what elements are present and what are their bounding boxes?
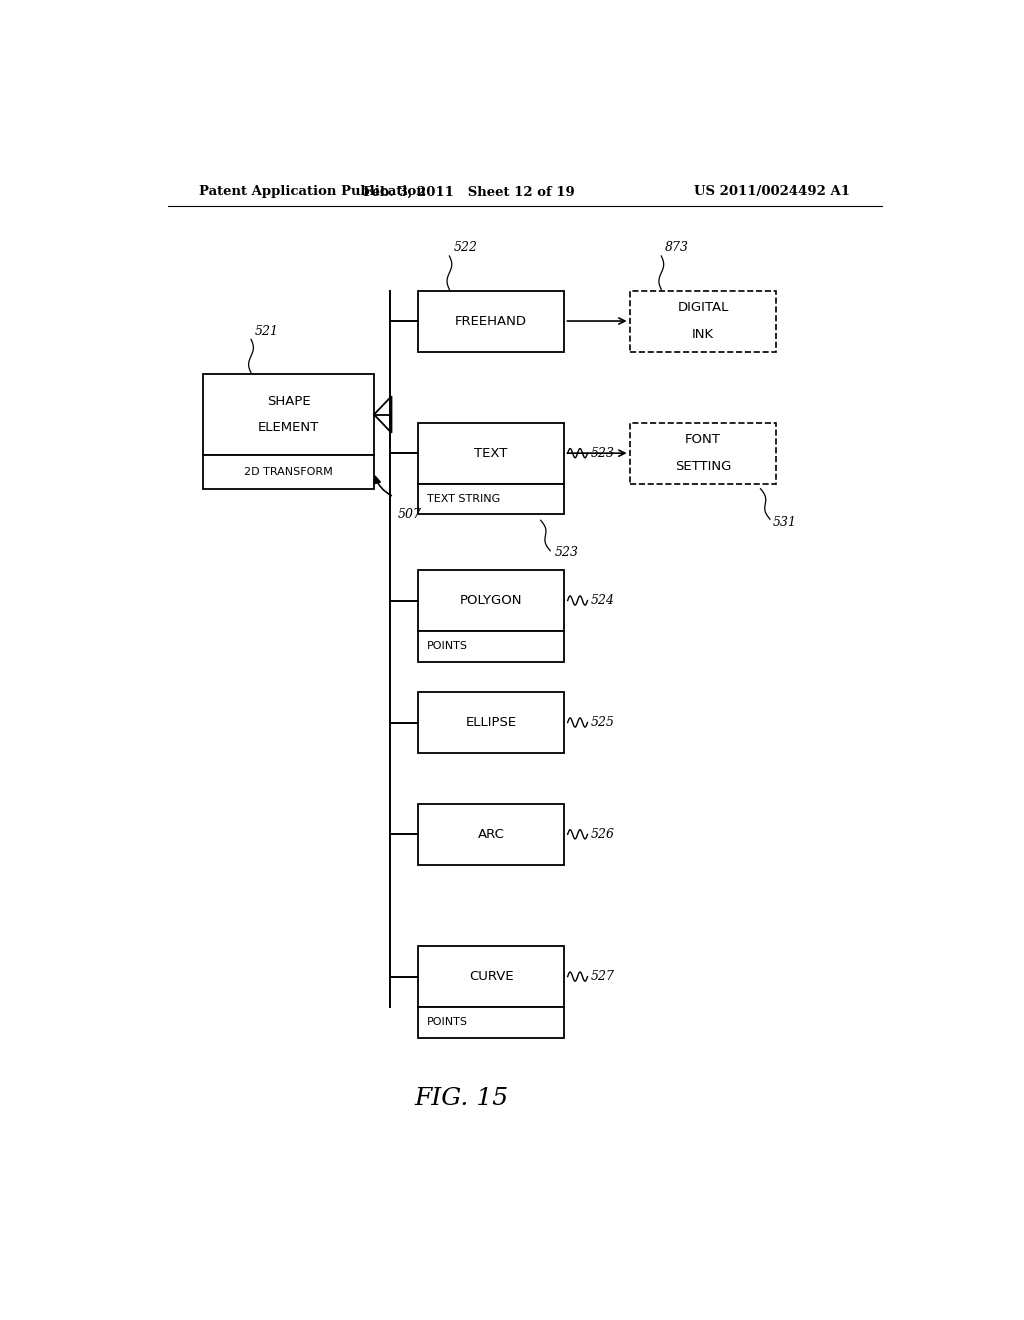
Text: Feb. 3, 2011   Sheet 12 of 19: Feb. 3, 2011 Sheet 12 of 19 [364, 185, 575, 198]
Bar [418, 422, 564, 483]
Text: CURVE: CURVE [469, 970, 513, 983]
Text: SHAPE: SHAPE [267, 395, 310, 408]
Text: 521: 521 [255, 325, 279, 338]
Text: FIG. 15: FIG. 15 [415, 1088, 508, 1110]
Text: Patent Application Publication: Patent Application Publication [200, 185, 426, 198]
Text: FONT: FONT [685, 433, 721, 446]
Bar [418, 570, 564, 631]
Text: DIGITAL: DIGITAL [677, 301, 729, 314]
Text: SETTING: SETTING [675, 459, 731, 473]
Bar [630, 290, 776, 351]
Text: 523: 523 [591, 446, 614, 459]
Bar [418, 804, 564, 865]
Bar [418, 483, 564, 515]
Text: US 2011/0024492 A1: US 2011/0024492 A1 [694, 185, 850, 198]
Text: TEXT STRING: TEXT STRING [427, 494, 501, 504]
Bar [204, 455, 374, 488]
Text: ELEMENT: ELEMENT [258, 421, 319, 434]
Text: 531: 531 [773, 516, 798, 529]
Text: 526: 526 [591, 828, 614, 841]
Text: 523: 523 [555, 546, 579, 560]
Bar [418, 631, 564, 661]
Bar [204, 374, 374, 455]
Text: TEXT: TEXT [474, 446, 508, 459]
Text: 873: 873 [666, 242, 689, 255]
Text: 2D TRANSFORM: 2D TRANSFORM [245, 467, 333, 477]
FancyArrowPatch shape [374, 477, 391, 495]
Text: POINTS: POINTS [427, 1018, 468, 1027]
Bar [418, 290, 564, 351]
Text: ELLIPSE: ELLIPSE [466, 715, 517, 729]
Bar [418, 946, 564, 1007]
Text: 522: 522 [454, 242, 477, 255]
Text: FREEHAND: FREEHAND [455, 314, 527, 327]
Text: ARC: ARC [477, 828, 505, 841]
Text: POINTS: POINTS [427, 642, 468, 651]
Text: INK: INK [692, 327, 714, 341]
Bar [418, 692, 564, 752]
Bar [630, 422, 776, 483]
Text: POLYGON: POLYGON [460, 594, 522, 607]
Bar [418, 1007, 564, 1038]
Text: 525: 525 [591, 715, 614, 729]
Text: 524: 524 [591, 594, 614, 607]
Text: 507: 507 [397, 508, 422, 520]
Text: 527: 527 [591, 970, 614, 983]
